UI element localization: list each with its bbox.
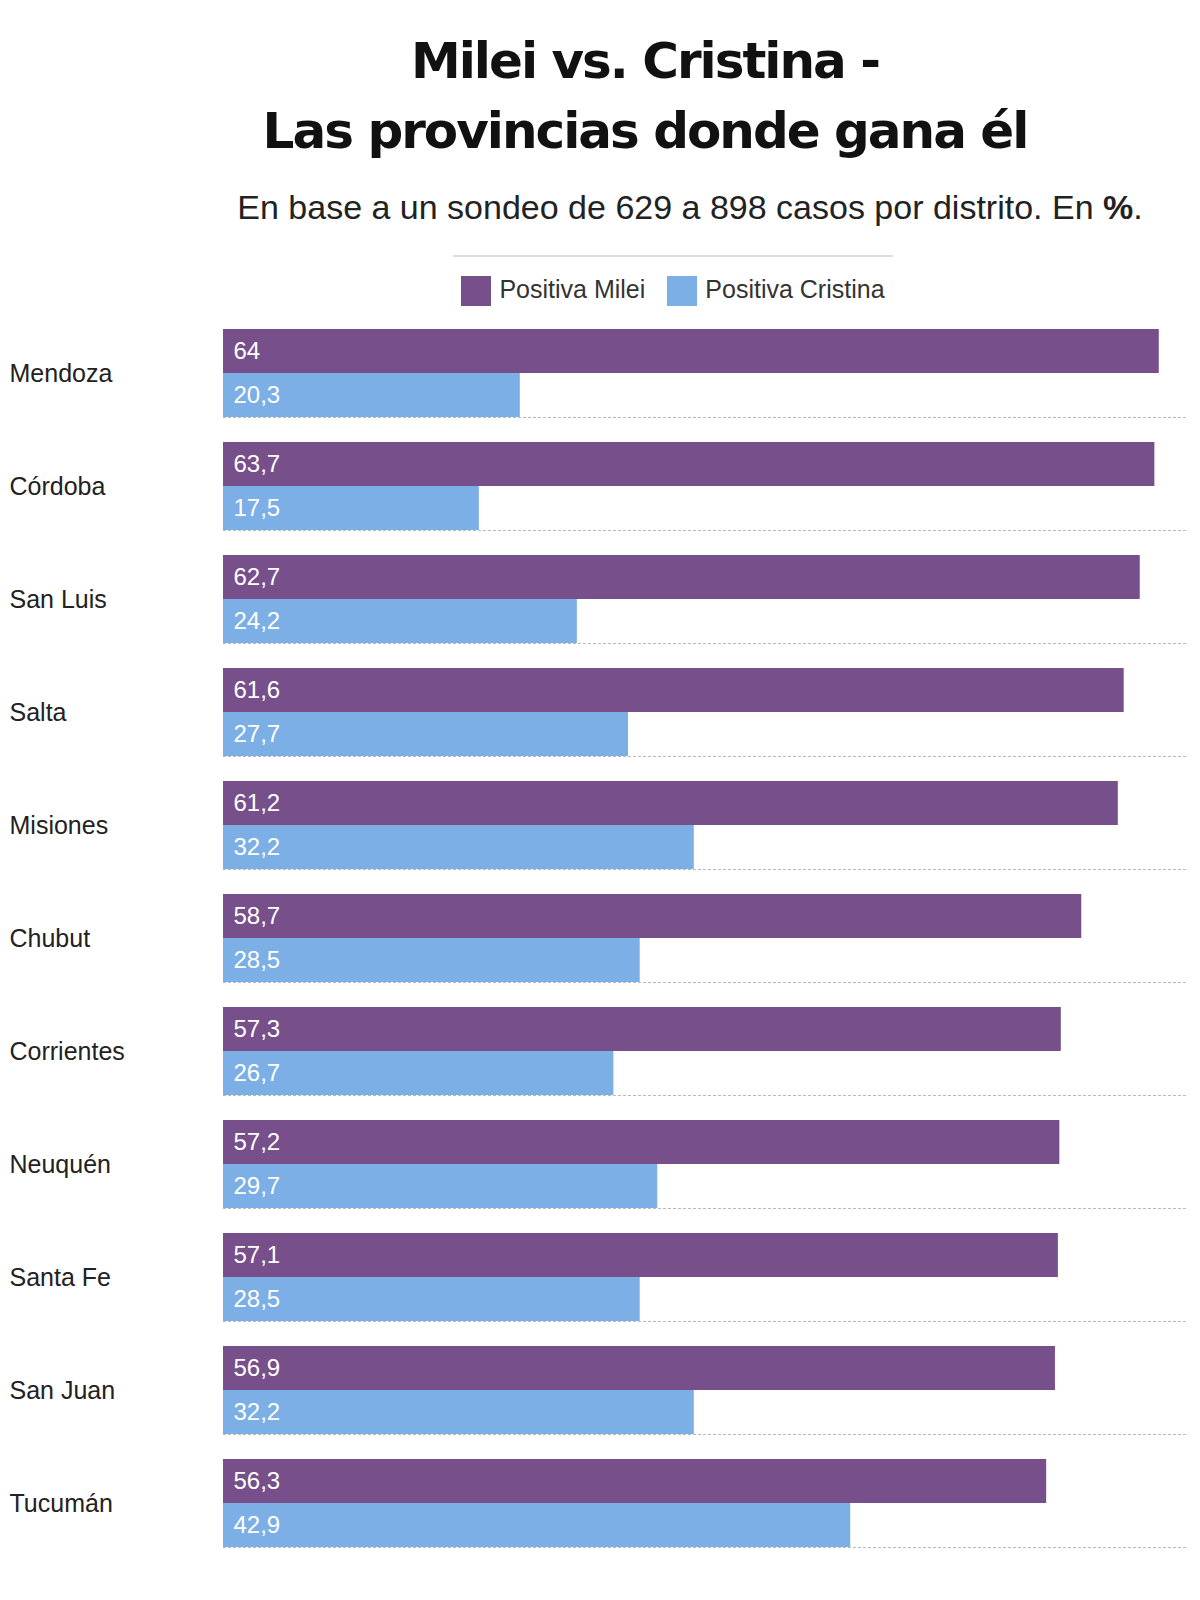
- svg-text:61,6: 61,6: [234, 677, 281, 704]
- svg-text:Misiones: Misiones: [10, 811, 109, 839]
- svg-text:Córdoba: Córdoba: [10, 472, 106, 500]
- svg-text:58,7: 58,7: [234, 903, 281, 930]
- svg-text:32,2: 32,2: [234, 1399, 281, 1426]
- svg-text:Tucumán: Tucumán: [10, 1489, 113, 1517]
- svg-text:20,3: 20,3: [234, 382, 281, 409]
- svg-text:Mendoza: Mendoza: [10, 359, 113, 387]
- svg-text:27,7: 27,7: [234, 721, 281, 748]
- html-text:En base a un sondeo de 629 a 8: En base a un sondeo de 629 a 898 casos p…: [237, 188, 1143, 226]
- svg-text:57,3: 57,3: [234, 1016, 281, 1043]
- svg-text:64: 64: [234, 338, 261, 365]
- svg-text:Neuquén: Neuquén: [10, 1150, 111, 1178]
- svg-text:San Juan: San Juan: [10, 1376, 116, 1404]
- svg-text:56,9: 56,9: [234, 1355, 281, 1382]
- svg-text:29,7: 29,7: [234, 1173, 281, 1200]
- svg-text:24,2: 24,2: [234, 608, 281, 635]
- svg-text:26,7: 26,7: [234, 1060, 281, 1087]
- svg-text:63,7: 63,7: [234, 451, 281, 478]
- svg-text:57,1: 57,1: [234, 1242, 281, 1269]
- html-text:Milei vs. Cristina - Las provi: Milei vs. Cristina - Las provincias dond…: [262, 32, 1028, 160]
- svg-text:San Luis: San Luis: [10, 585, 107, 613]
- svg-text:17,5: 17,5: [234, 495, 281, 522]
- svg-text:61,2: 61,2: [234, 790, 281, 817]
- svg-text:57,2: 57,2: [234, 1129, 281, 1156]
- svg-text:28,5: 28,5: [234, 947, 281, 974]
- svg-text:Chubut: Chubut: [10, 924, 91, 952]
- svg-text:62,7: 62,7: [234, 564, 281, 591]
- html-text:Positiva Cristina: Positiva Cristina: [705, 275, 885, 303]
- svg-text:32,2: 32,2: [234, 834, 281, 861]
- svg-text:28,5: 28,5: [234, 1286, 281, 1313]
- svg-text:Salta: Salta: [10, 698, 67, 726]
- svg-text:Corrientes: Corrientes: [10, 1037, 125, 1065]
- svg-text:56,3: 56,3: [234, 1468, 281, 1495]
- svg-text:42,9: 42,9: [234, 1512, 281, 1539]
- svg-text:Santa Fe: Santa Fe: [10, 1263, 111, 1291]
- html-text:Positiva Milei: Positiva Milei: [499, 275, 646, 303]
